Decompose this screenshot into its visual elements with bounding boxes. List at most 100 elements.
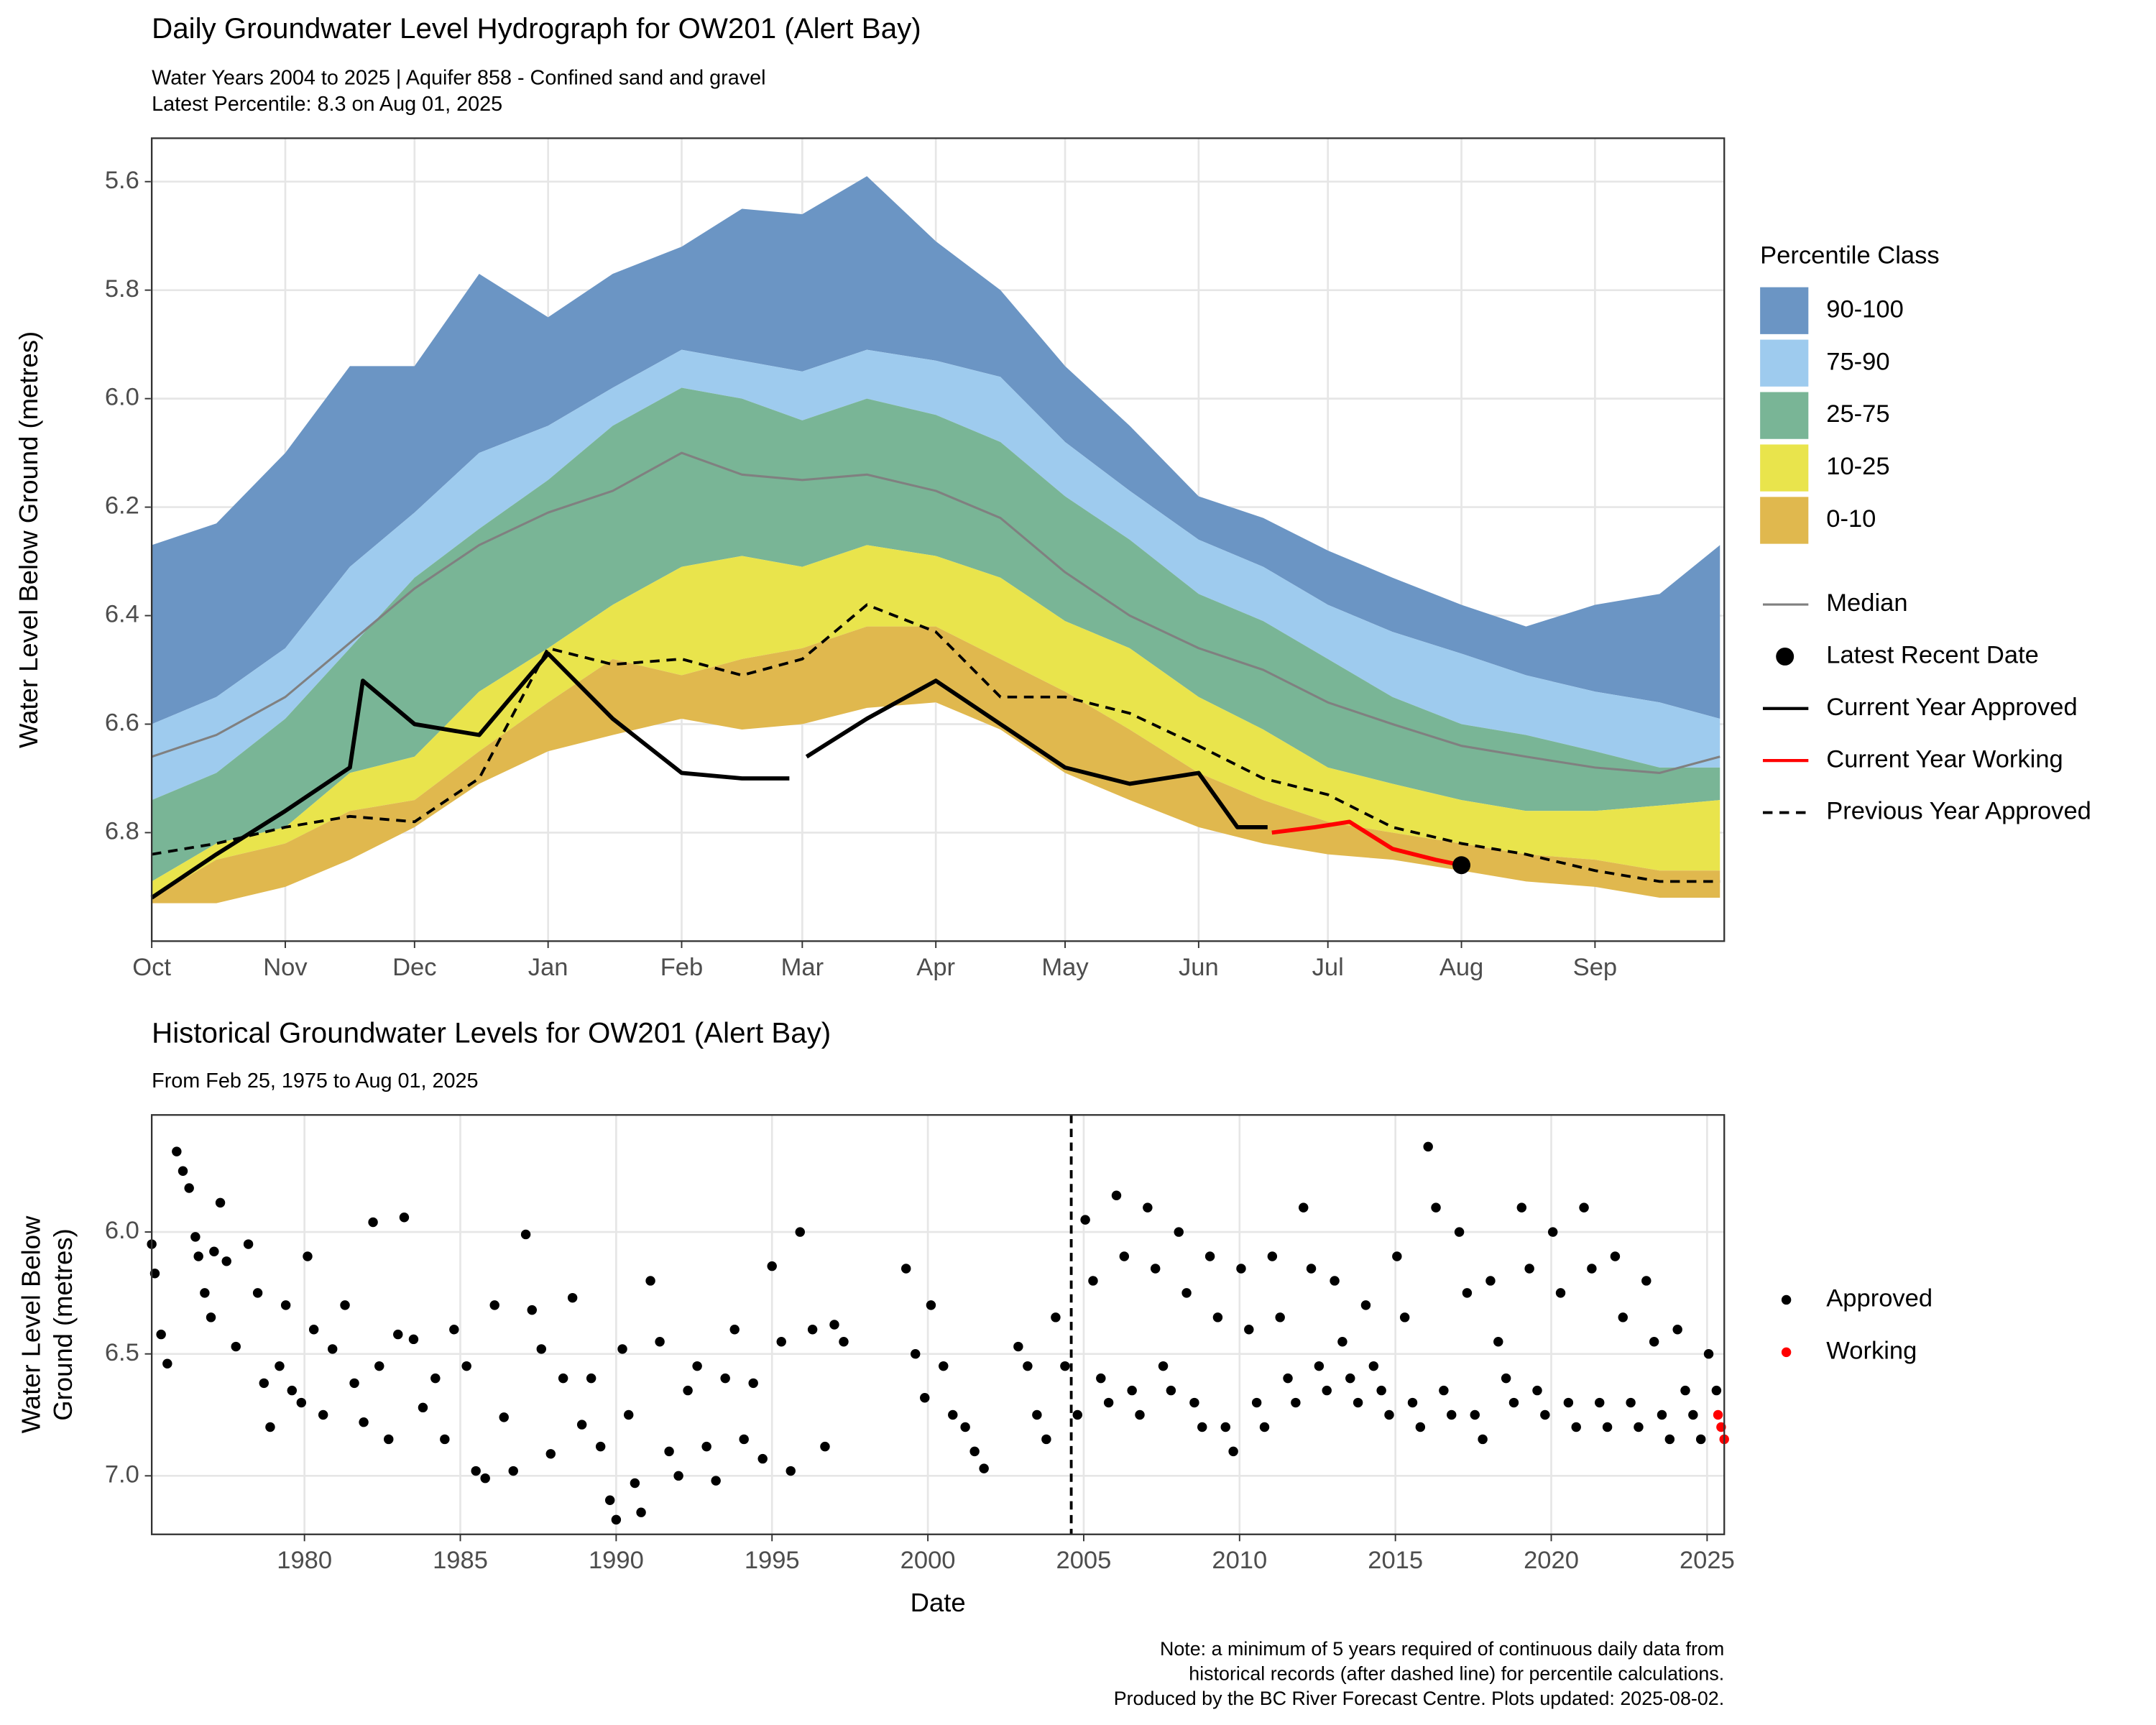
data-point: [1119, 1251, 1130, 1261]
data-point: [1013, 1341, 1023, 1352]
x-tick-label: Jun: [1179, 954, 1219, 981]
legend-label: 90-100: [1826, 295, 1904, 323]
data-point: [839, 1337, 849, 1347]
percentile-band: [152, 626, 1720, 903]
data-point: [384, 1434, 394, 1445]
legend-key: [1781, 1347, 1792, 1358]
data-point: [757, 1453, 768, 1464]
data-point: [340, 1300, 350, 1310]
y-axis-label: Ground (metres): [48, 1228, 78, 1420]
data-point: [275, 1361, 285, 1371]
panel-border: [150, 137, 1726, 942]
data-point: [368, 1217, 378, 1228]
data-point: [711, 1476, 721, 1486]
data-point: [349, 1378, 359, 1389]
chart-subtitle: Water Years 2004 to 2025 | Aquifer 858 -…: [152, 66, 765, 89]
data-point: [1384, 1409, 1394, 1420]
legend-label: Working: [1826, 1338, 1917, 1365]
x-tick-label: 1985: [433, 1547, 488, 1574]
data-point: [820, 1441, 830, 1452]
data-point: [1540, 1409, 1550, 1420]
data-point: [1368, 1361, 1379, 1371]
data-point: [901, 1264, 911, 1274]
x-tick-label: 2025: [1680, 1547, 1735, 1574]
data-point: [617, 1344, 627, 1354]
data-point: [471, 1466, 481, 1476]
data-point: [520, 1229, 531, 1240]
x-tick-label: 1990: [589, 1547, 644, 1574]
data-point: [795, 1227, 805, 1237]
legend-swatch: [1760, 497, 1809, 544]
legend-key: [1776, 647, 1795, 666]
panel-background: [152, 1115, 1725, 1535]
data-point: [480, 1473, 490, 1484]
data-point: [1212, 1312, 1223, 1322]
data-point: [701, 1441, 711, 1452]
data-point: [1431, 1202, 1441, 1213]
data-point: [1439, 1385, 1449, 1396]
data-point: [1088, 1276, 1098, 1286]
data-point: [508, 1466, 518, 1476]
data-point: [807, 1325, 818, 1335]
y-axis-label: Water Level Below Ground (metres): [14, 331, 43, 748]
data-point: [1555, 1288, 1566, 1298]
data-point: [1236, 1264, 1246, 1274]
data-point: [359, 1417, 369, 1427]
data-point: [1291, 1397, 1301, 1408]
x-axis-label: Date: [911, 1588, 966, 1617]
data-point: [1197, 1422, 1207, 1432]
data-point: [252, 1288, 263, 1298]
data-point: [1571, 1422, 1581, 1432]
y-tick-label: 5.6: [105, 167, 139, 194]
data-point: [1306, 1264, 1317, 1274]
x-tick-label: May: [1041, 954, 1089, 981]
data-point: [1135, 1409, 1145, 1420]
data-point: [1532, 1385, 1542, 1396]
data-point: [1345, 1373, 1355, 1384]
data-point: [1703, 1348, 1714, 1359]
data-point: [287, 1385, 298, 1396]
data-point: [1649, 1337, 1659, 1347]
data-point: [1353, 1397, 1363, 1408]
x-tick-label: Jan: [528, 954, 568, 981]
data-point: [1595, 1397, 1605, 1408]
data-point: [1713, 1409, 1723, 1420]
data-point: [1478, 1434, 1488, 1445]
legend-label: 0-10: [1826, 505, 1876, 533]
data-point: [1579, 1202, 1589, 1213]
data-point: [1143, 1202, 1153, 1213]
x-tick-label: Apr: [916, 954, 955, 981]
data-point: [1423, 1141, 1433, 1152]
data-point: [1447, 1409, 1457, 1420]
data-point: [776, 1337, 786, 1347]
data-point: [739, 1434, 749, 1445]
data-point: [1204, 1251, 1215, 1261]
x-tick-label: 2015: [1368, 1547, 1423, 1574]
y-axis-label: Water Level Below: [17, 1215, 46, 1433]
data-point: [630, 1478, 640, 1489]
data-point: [1618, 1312, 1628, 1322]
panel-border: [150, 1114, 1726, 1535]
data-point: [1072, 1409, 1082, 1420]
data-point: [969, 1446, 980, 1457]
chart-subtitle: From Feb 25, 1975 to Aug 01, 2025: [152, 1070, 478, 1092]
x-tick-label: Mar: [781, 954, 824, 981]
data-point: [527, 1305, 537, 1315]
x-tick-label: 2005: [1056, 1547, 1112, 1574]
x-tick-label: Dec: [392, 954, 436, 981]
data-point: [1251, 1397, 1262, 1408]
data-point: [1244, 1325, 1254, 1335]
legend-label: Previous Year Approved: [1826, 798, 2091, 825]
series-line: [151, 451, 1720, 774]
data-point: [624, 1409, 634, 1420]
x-tick-label: 1980: [277, 1547, 332, 1574]
data-point: [190, 1232, 201, 1242]
data-point: [1158, 1361, 1169, 1371]
data-point: [1220, 1422, 1230, 1432]
data-point: [206, 1312, 216, 1322]
data-point: [567, 1292, 578, 1303]
data-point: [1103, 1397, 1114, 1408]
series-line: [151, 603, 1720, 883]
data-point: [1688, 1409, 1698, 1420]
